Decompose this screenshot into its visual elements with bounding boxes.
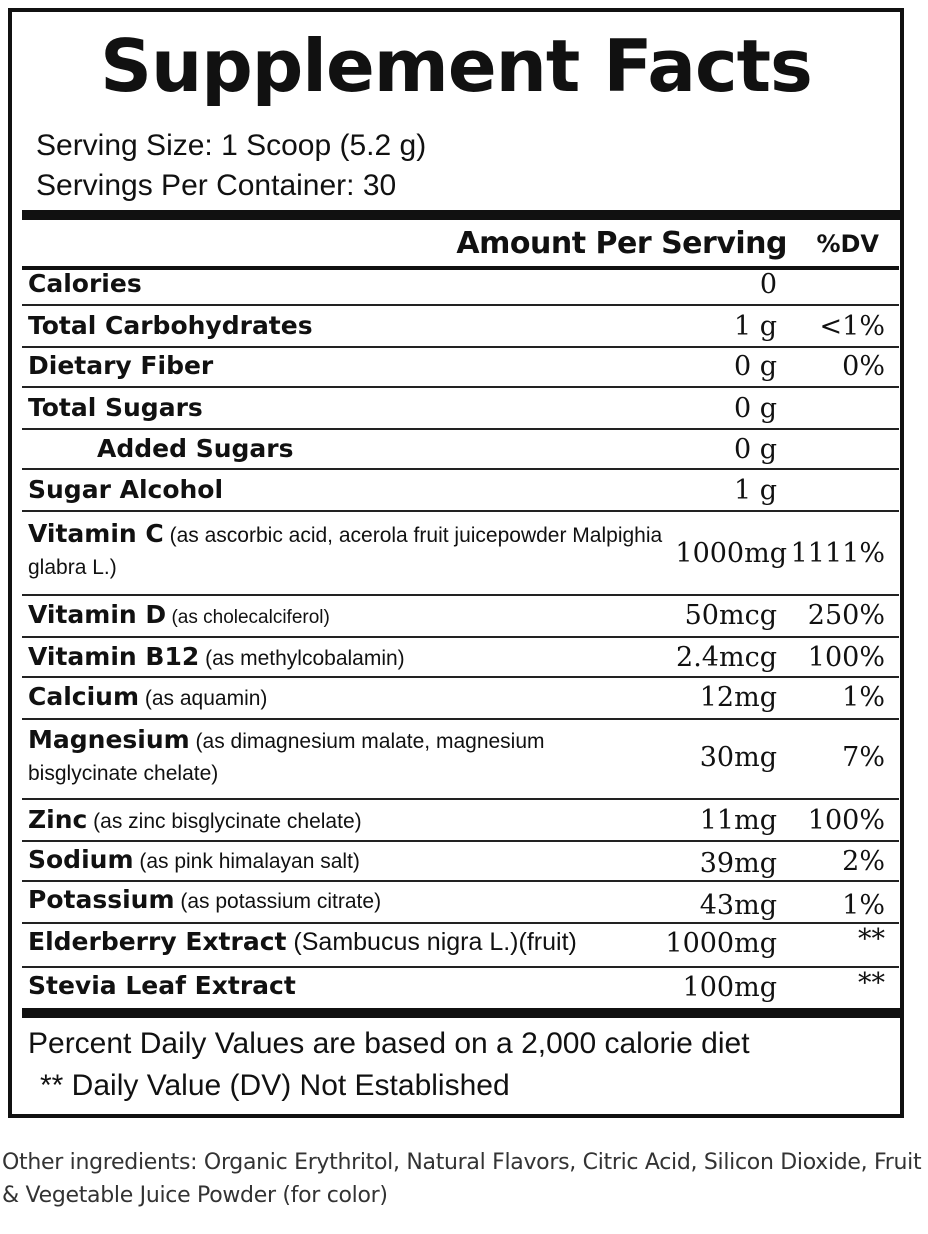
nutrient-amount: 1000mg [675, 538, 787, 569]
table-row: Dietary Fiber 0 g 0% [22, 348, 899, 388]
nutrient-amount: 11mg [699, 805, 777, 836]
nutrient-name: Calories [28, 269, 142, 298]
nutrient-dv: 100% [807, 805, 885, 836]
nutrient-dv: <1% [819, 311, 885, 342]
nutrient-amount: 12mg [699, 682, 777, 713]
nutrient-label: Elderberry Extract (Sambucus nigra L.)(f… [28, 926, 688, 960]
nutrient-description: (as ascorbic acid, acerola fruit juicepo… [28, 524, 663, 579]
nutrient-description: (as zinc bisglycinate chelate) [87, 810, 362, 833]
nutrient-amount: 1 g [733, 475, 777, 506]
table-row: Vitamin C (as ascorbic acid, acerola fru… [22, 512, 899, 596]
nutrient-dv: 7% [842, 742, 885, 773]
panel-title: Supplement Facts [100, 24, 813, 108]
nutrient-name: Added Sugars [97, 434, 294, 463]
table-row: Sugar Alcohol 1 g [22, 470, 899, 512]
nutrient-dv: 1% [842, 682, 885, 713]
nutrient-dv: ** [858, 968, 885, 999]
footnote-daily-values: Percent Daily Values are based on a 2,00… [28, 1027, 750, 1060]
nutrient-label: Vitamin C (as ascorbic acid, acerola fru… [28, 518, 668, 584]
serving-size: Serving Size: 1 Scoop (5.2 g) [36, 129, 427, 162]
nutrient-amount: 39mg [699, 848, 777, 879]
nutrient-name: Zinc [28, 805, 88, 834]
nutrient-dv: 1% [842, 890, 885, 921]
table-row: Added Sugars 0 g [22, 430, 899, 470]
nutrient-amount: 43mg [699, 890, 777, 921]
nutrient-name: Potassium [28, 885, 175, 914]
nutrient-description: (as aquamin) [139, 687, 268, 710]
nutrient-description: (as dimagnesium malate, magnesium bisgly… [28, 730, 545, 785]
nutrient-amount: 100mg [682, 972, 777, 1003]
nutrient-name: Sodium [28, 845, 134, 874]
nutrient-label: Potassium (as potassium citrate) [28, 884, 668, 918]
nutrient-amount: 0 g [733, 393, 777, 424]
table-row: Calories 0 [22, 266, 899, 306]
nutrient-amount: 50mcg [684, 600, 777, 631]
nutrient-name: Stevia Leaf Extract [28, 971, 296, 1000]
nutrient-dv: 1111% [790, 538, 885, 569]
nutrient-dv: 100% [807, 642, 885, 673]
table-row: Potassium (as potassium citrate) 43mg 1% [22, 882, 899, 924]
nutrient-label: Vitamin B12 (as methylcobalamin) [28, 641, 668, 675]
supplement-facts-panel: Supplement Facts Serving Size: 1 Scoop (… [8, 8, 904, 1118]
footnote-dv-not-established: ** Daily Value (DV) Not Established [40, 1069, 510, 1102]
amount-per-serving-header: Amount Per Serving [456, 226, 787, 261]
nutrient-amount: 2.4mcg [676, 642, 777, 673]
nutrient-name: Elderberry Extract [28, 927, 287, 956]
nutrient-dv: 0% [842, 351, 885, 382]
nutrient-description: (as methylcobalamin) [199, 647, 405, 670]
nutrient-dv: 2% [842, 846, 885, 877]
table-row: Stevia Leaf Extract 100mg ** [22, 968, 899, 1010]
nutrient-description: (as cholecalciferol) [166, 607, 330, 628]
nutrient-amount: 0 g [733, 351, 777, 382]
table-row: Zinc (as zinc bisglycinate chelate) 11mg… [22, 800, 899, 842]
table-row: Calcium (as aquamin) 12mg 1% [22, 678, 899, 720]
table-row: Sodium (as pink himalayan salt) 39mg 2% [22, 842, 899, 882]
nutrient-description: (as pink himalayan salt) [133, 850, 360, 873]
nutrient-name: Magnesium [28, 725, 190, 754]
nutrient-name: Vitamin B12 [28, 642, 200, 671]
table-header: Amount Per Serving %DV [22, 218, 899, 270]
dv-header: %DV [816, 230, 879, 258]
nutrient-label: Zinc (as zinc bisglycinate chelate) [28, 804, 668, 838]
nutrient-dv: ** [858, 924, 885, 955]
nutrient-name: Calcium [28, 682, 140, 711]
thick-rule [22, 210, 904, 220]
nutrient-description: (Sambucus nigra L.)(fruit) [286, 928, 577, 956]
thick-rule [22, 1008, 904, 1018]
table-row: Elderberry Extract (Sambucus nigra L.)(f… [22, 924, 899, 968]
nutrient-name: Total Sugars [28, 393, 203, 422]
table-row: Total Carbohydrates 1 g <1% [22, 306, 899, 348]
table-row: Magnesium (as dimagnesium malate, magnes… [22, 720, 899, 800]
nutrient-name: Vitamin C [28, 519, 164, 548]
nutrient-name: Total Carbohydrates [28, 311, 313, 340]
nutrient-label: Calcium (as aquamin) [28, 681, 668, 715]
nutrient-name: Vitamin D [28, 600, 167, 629]
nutrient-label: Vitamin D (as cholecalciferol) [28, 599, 668, 634]
nutrient-amount: 0 [759, 269, 777, 300]
table-row: Total Sugars 0 g [22, 388, 899, 430]
nutrient-amount: 30mg [699, 742, 777, 773]
nutrient-name: Dietary Fiber [28, 351, 214, 380]
nutrient-amount: 0 g [733, 434, 777, 465]
servings-per-container: Servings Per Container: 30 [36, 169, 397, 202]
other-ingredients: Other ingredients: Organic Erythritol, N… [2, 1150, 922, 1208]
table-row: Vitamin D (as cholecalciferol) 50mcg 250… [22, 596, 899, 638]
nutrient-name: Sugar Alcohol [28, 475, 224, 504]
nutrient-dv: 250% [807, 600, 885, 631]
nutrient-description: (as potassium citrate) [174, 890, 382, 913]
nutrient-label: Sodium (as pink himalayan salt) [28, 844, 668, 878]
nutrient-amount: 1000mg [665, 928, 777, 959]
nutrient-label: Magnesium (as dimagnesium malate, magnes… [28, 724, 628, 790]
table-row: Vitamin B12 (as methylcobalamin) 2.4mcg … [22, 638, 899, 678]
nutrient-amount: 1 g [733, 311, 777, 342]
